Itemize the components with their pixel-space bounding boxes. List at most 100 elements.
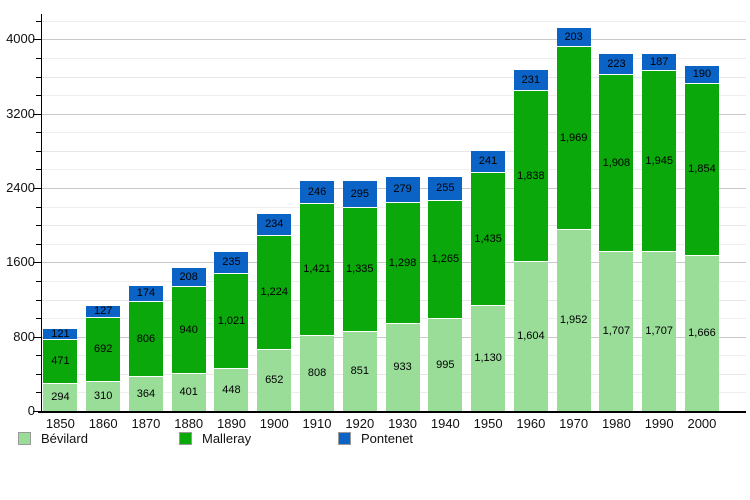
y-axis-tick	[36, 318, 41, 320]
segment-malleray: 1,945	[642, 71, 677, 252]
segment-value-label: 401	[179, 386, 198, 398]
segment-value-label: 246	[307, 185, 327, 198]
y-axis-tick	[36, 95, 41, 97]
y-axis-tick	[36, 20, 41, 22]
segment-value-label: 234	[265, 218, 284, 230]
segment-pontenet: 255	[428, 177, 463, 201]
segment-value-label: 294	[51, 391, 70, 403]
segment-malleray: 1,224	[257, 236, 292, 350]
y-axis-tick	[36, 58, 41, 60]
segment-value-label: 806	[136, 332, 156, 345]
segment-bevilard: 1,707	[642, 252, 677, 411]
x-axis-label-1860: 1860	[88, 416, 118, 431]
segment-value-label: 174	[136, 287, 156, 299]
x-axis-label-1910: 1910	[302, 416, 332, 431]
segment-value-label: 851	[350, 365, 369, 377]
segment-bevilard: 933	[385, 324, 420, 411]
bar-1960: 1,604 1,838 231	[513, 70, 548, 411]
segment-bevilard: 1,666	[684, 256, 719, 411]
bar-1910: 808 1,421 246	[300, 181, 335, 411]
segment-malleray: 1,854	[684, 84, 719, 256]
segment-value-label: 448	[222, 383, 241, 396]
segment-bevilard: 1,707	[599, 252, 634, 411]
y-axis-label: 4000	[6, 31, 35, 47]
bar-1970: 1,952 1,969 203	[556, 28, 591, 411]
minor-gridline	[41, 132, 746, 134]
segment-value-label: 127	[93, 305, 113, 317]
bar-1870: 364 806 174	[128, 286, 163, 411]
segment-pontenet: 203	[556, 28, 591, 47]
segment-value-label: 1,969	[559, 131, 588, 144]
y-axis-tick	[33, 113, 41, 115]
bar-1920: 851 1,335 295	[342, 181, 377, 411]
segment-pontenet: 208	[171, 268, 206, 287]
segment-value-label: 1,908	[602, 156, 631, 169]
segment-pontenet: 235	[214, 252, 249, 274]
segment-value-label: 1,021	[217, 314, 246, 327]
segment-value-label: 255	[436, 182, 455, 194]
segment-pontenet: 241	[471, 151, 506, 173]
legend-swatch-pontenet	[338, 432, 351, 445]
segment-value-label: 1,435	[474, 232, 502, 245]
segment-pontenet: 174	[128, 286, 163, 302]
major-gridline	[41, 113, 746, 115]
segment-value-label: 1,298	[388, 256, 417, 269]
segment-malleray: 692	[86, 318, 121, 382]
segment-value-label: 1,604	[517, 330, 545, 342]
segment-value-label: 187	[649, 55, 669, 68]
x-axis-label-1880: 1880	[174, 416, 204, 431]
segment-bevilard: 310	[86, 382, 121, 411]
y-axis-tick	[36, 76, 41, 78]
segment-pontenet: 121	[43, 328, 78, 340]
segment-malleray: 1,421	[300, 204, 335, 336]
segment-bevilard: 1,952	[556, 230, 591, 411]
y-axis-tick	[33, 188, 41, 190]
segment-malleray: 1,335	[342, 208, 377, 332]
x-axis-label-1990: 1990	[644, 416, 674, 431]
segment-value-label: 808	[307, 367, 327, 379]
bar-1990: 1,707 1,945 187	[642, 54, 677, 411]
segment-bevilard: 364	[128, 377, 163, 411]
legend-item-bevilard: Bévilard	[18, 431, 88, 446]
segment-malleray: 1,838	[513, 91, 548, 262]
segment-bevilard: 808	[300, 336, 335, 411]
segment-malleray: 1,265	[428, 201, 463, 319]
x-axis-label-1980: 1980	[601, 416, 631, 431]
segment-value-label: 471	[51, 355, 70, 367]
plot-area: 294 471 121 310 692 127 364 806 174 401 940 208 448 1…	[41, 14, 746, 411]
segment-value-label: 235	[222, 256, 241, 268]
segment-value-label: 279	[393, 183, 412, 195]
segment-pontenet: 223	[599, 54, 634, 75]
segment-value-label: 1,265	[431, 253, 460, 265]
y-axis-tick	[36, 280, 41, 282]
x-axis-label-1920: 1920	[345, 416, 375, 431]
y-axis-label: 3200	[6, 105, 35, 121]
y-axis-label: 0	[27, 403, 35, 418]
segment-value-label: 1,707	[602, 325, 631, 337]
y-axis-tick	[36, 132, 41, 134]
x-axis-label-1900: 1900	[259, 416, 289, 431]
y-axis-tick	[33, 411, 41, 412]
x-axis-label-1940: 1940	[430, 416, 460, 431]
segment-bevilard: 401	[171, 374, 206, 411]
segment-bevilard: 851	[342, 332, 377, 411]
segment-value-label: 223	[607, 57, 626, 70]
segment-malleray: 1,908	[599, 75, 634, 252]
segment-bevilard: 995	[428, 319, 463, 411]
x-axis-label-1950: 1950	[473, 416, 503, 431]
bar-1860: 310 692 127	[86, 305, 121, 411]
segment-value-label: 203	[564, 30, 583, 43]
segment-pontenet: 246	[300, 181, 335, 204]
minor-gridline	[41, 20, 746, 22]
y-axis-tick	[36, 392, 41, 394]
y-axis-line	[41, 14, 42, 413]
segment-pontenet: 127	[86, 305, 121, 318]
y-axis-tick	[36, 206, 41, 208]
bar-1850: 294 471 121	[43, 328, 78, 411]
y-axis-label: 2400	[6, 180, 35, 196]
segment-value-label: 310	[93, 390, 113, 402]
minor-gridline	[41, 58, 746, 60]
minor-gridline	[41, 76, 746, 78]
y-axis-tick	[36, 150, 41, 152]
